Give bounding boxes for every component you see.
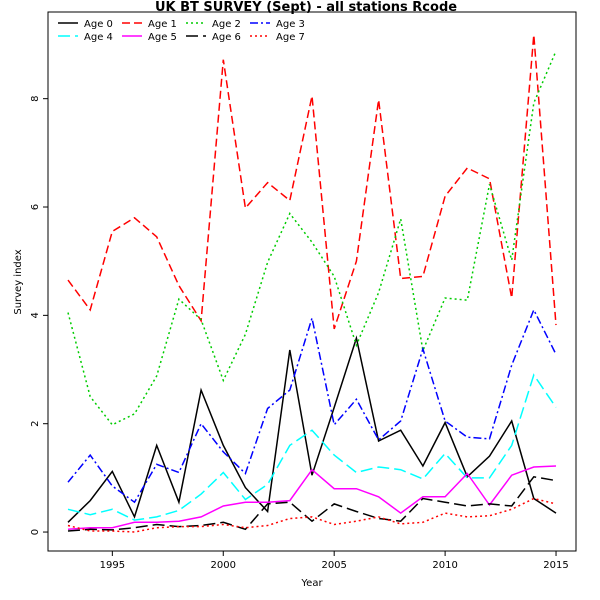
x-axis-label: Year xyxy=(300,578,323,589)
y-axis-label: Survey index xyxy=(13,249,24,314)
x-tick-label: 2015 xyxy=(543,560,568,571)
series-line-age-6 xyxy=(67,475,557,532)
legend-label: Age 2 xyxy=(212,19,241,30)
legend-label: Age 7 xyxy=(276,32,305,43)
y-tick-label: 4 xyxy=(30,312,41,318)
y-tick-label: 6 xyxy=(30,204,41,210)
legend-label: Age 3 xyxy=(276,19,305,30)
x-tick-label: 2005 xyxy=(321,560,346,571)
series-line-age-1 xyxy=(67,34,557,330)
series-line-age-0 xyxy=(67,335,557,523)
legend-label: Age 0 xyxy=(84,19,113,30)
series-line-age-7 xyxy=(67,497,557,533)
series-line-age-4 xyxy=(67,373,557,521)
x-tick-label: 2000 xyxy=(211,560,236,571)
legend-label: Age 4 xyxy=(84,32,113,43)
y-tick-label: 0 xyxy=(30,529,41,535)
chart-title: UK BT SURVEY (Sept) - all stations Rcode xyxy=(155,0,457,15)
legend-label: Age 1 xyxy=(148,19,177,30)
legend: Age 0 Age 1 Age 2 Age 3 Age 4 Age 5 Age 6 Age 7 xyxy=(58,19,305,43)
series-layer xyxy=(67,34,557,533)
y-tick-label: 8 xyxy=(30,95,41,101)
series-line-age-5 xyxy=(67,465,557,531)
series-line-age-2 xyxy=(67,50,557,426)
y-tick-label: 2 xyxy=(30,421,41,427)
legend-label: Age 5 xyxy=(148,32,177,43)
series-line-age-3 xyxy=(67,308,557,504)
x-axis: 1995 2000 2005 2010 2015 xyxy=(100,551,569,571)
x-tick-label: 2010 xyxy=(432,560,457,571)
legend-label: Age 6 xyxy=(212,32,241,43)
plot-frame xyxy=(47,11,577,552)
x-tick-label: 1995 xyxy=(100,560,125,571)
y-axis: 0 2 4 6 8 xyxy=(30,95,48,535)
